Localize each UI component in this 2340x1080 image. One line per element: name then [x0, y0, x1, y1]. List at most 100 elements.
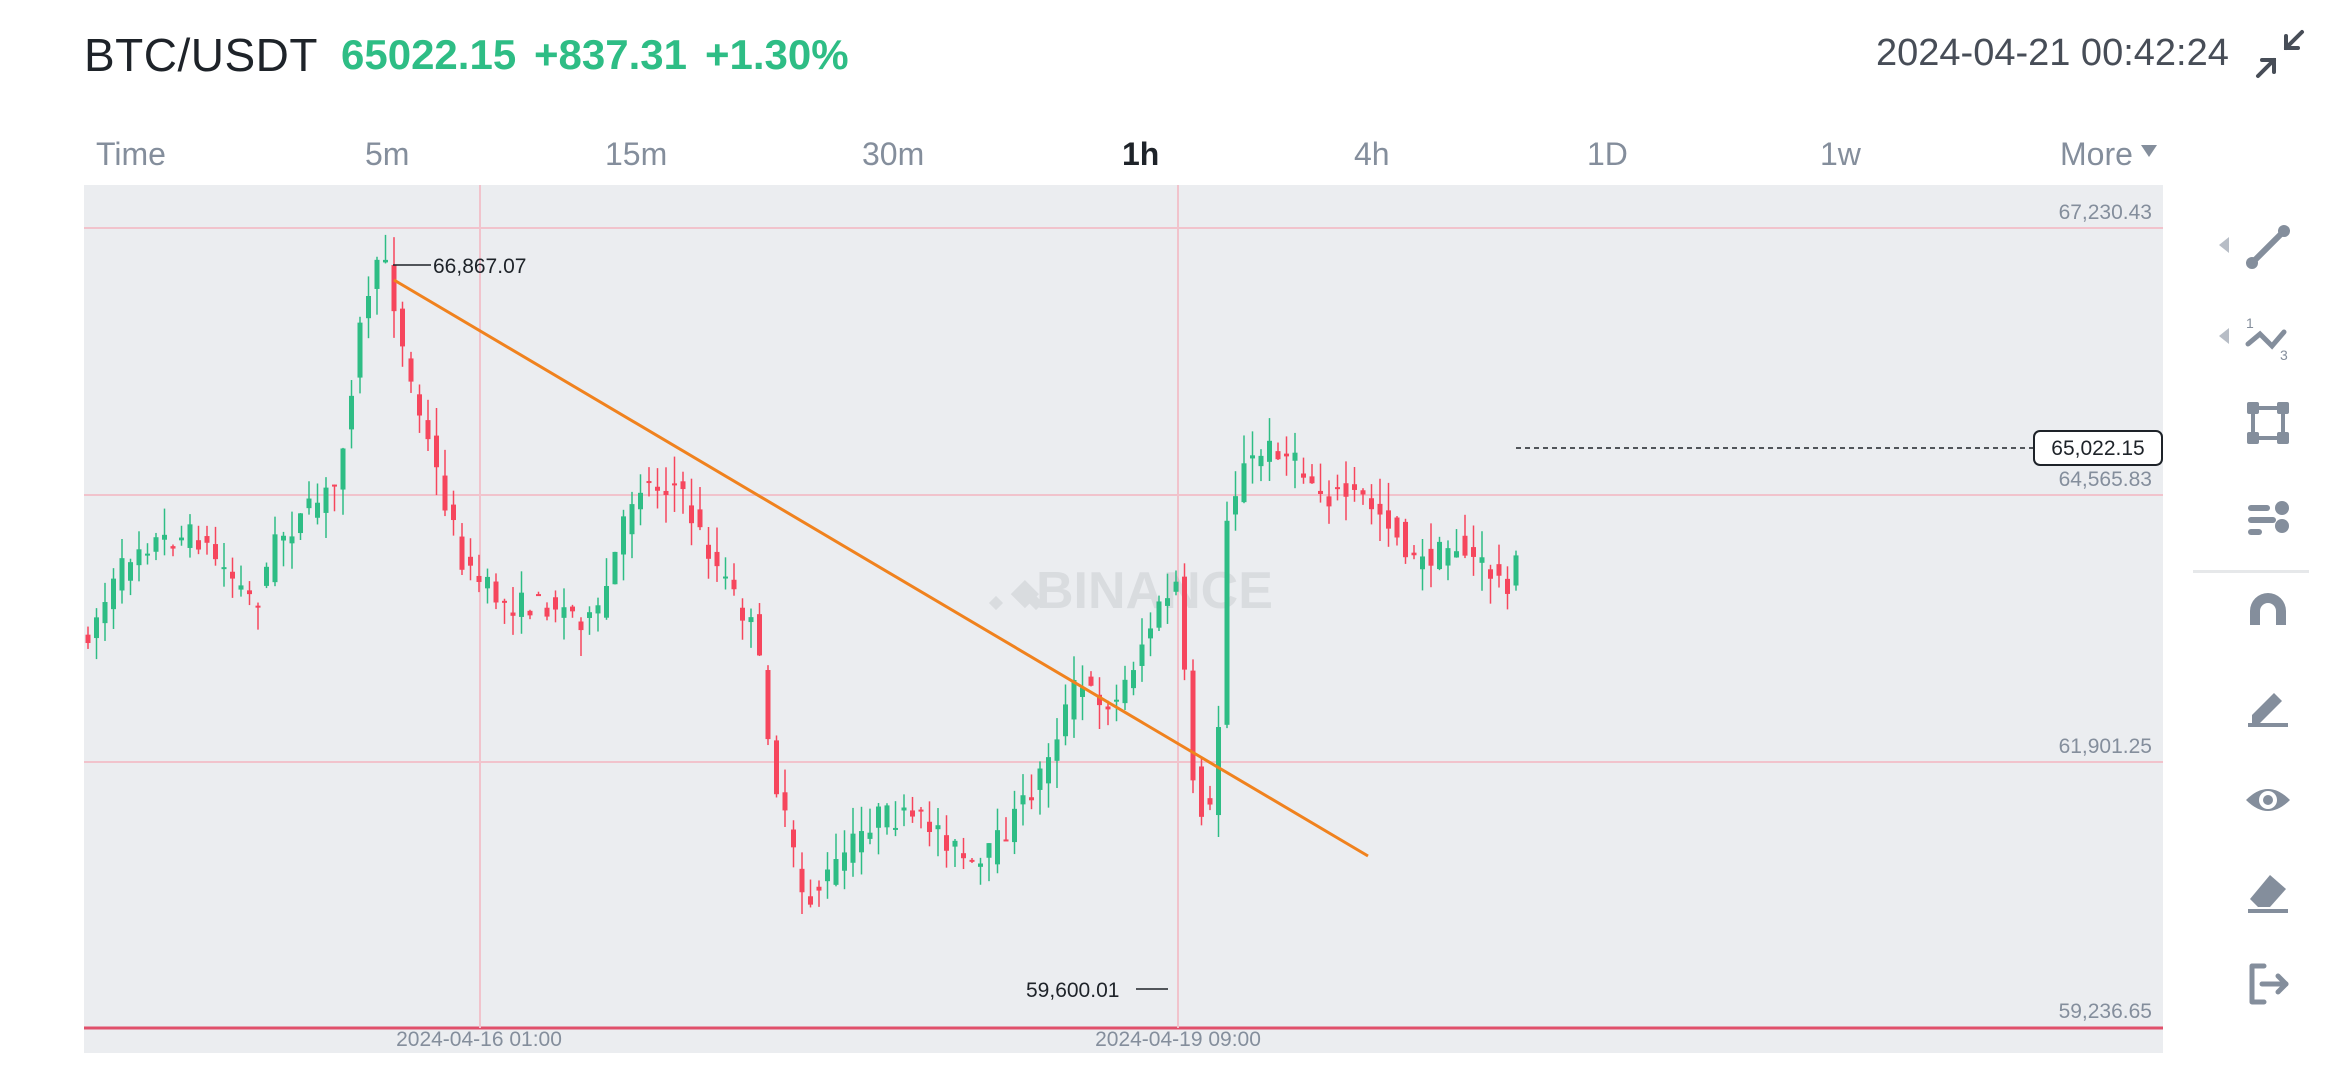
candle-body — [740, 607, 745, 621]
candle-body — [587, 612, 592, 618]
candle-body — [1063, 704, 1068, 737]
candle-body — [502, 600, 507, 603]
candle-body — [1462, 535, 1468, 556]
candle-body — [774, 740, 779, 795]
candle-body — [859, 831, 864, 853]
candle-body — [1513, 555, 1519, 586]
svg-text:1: 1 — [2246, 315, 2254, 331]
candle-body — [1131, 670, 1136, 689]
candle-body — [238, 585, 244, 590]
candle-body — [408, 358, 414, 382]
low-marker: 59,600.01 — [1026, 979, 1168, 1002]
candle-body — [255, 605, 261, 608]
candle-body — [536, 594, 541, 597]
candle-body — [544, 607, 550, 617]
tab-5m[interactable]: 5m — [365, 136, 410, 172]
candle-body — [1233, 496, 1238, 515]
candle-body — [723, 576, 728, 579]
candle-body — [1284, 453, 1289, 457]
candle-body — [1343, 483, 1349, 497]
candle-body — [595, 605, 601, 614]
candle-body — [995, 830, 1000, 865]
candle-body — [629, 504, 635, 535]
candle-body — [561, 607, 567, 618]
eraser-icon[interactable] — [2233, 861, 2303, 921]
candle-body — [1258, 455, 1264, 467]
candle-body — [493, 581, 499, 603]
candle-body — [1190, 670, 1196, 781]
candle-body — [978, 863, 983, 867]
candle-body — [468, 556, 473, 566]
x-tick-label: 2024-04-16 01:00 — [396, 1028, 562, 1051]
datetime: 2024-04-21 00:42:24 — [1876, 32, 2229, 74]
candle-body — [1369, 498, 1374, 510]
candle-body — [196, 540, 201, 550]
candle-body — [604, 585, 609, 618]
candle-body — [782, 792, 788, 811]
tab-more[interactable]: More — [2060, 136, 2157, 173]
candle-body — [230, 571, 235, 579]
trendline[interactable] — [393, 278, 1369, 858]
candle-body — [1114, 699, 1119, 702]
candle-body — [553, 597, 558, 610]
candle-body — [893, 827, 898, 830]
candle-body — [1173, 581, 1179, 592]
candle-body — [672, 483, 677, 486]
candle-body — [94, 617, 99, 639]
tab-1h[interactable]: 1h — [1122, 136, 1160, 172]
tab-4h[interactable]: 4h — [1354, 136, 1390, 172]
candle-body — [944, 835, 949, 851]
y-tick-label: 61,901.25 — [2059, 735, 2152, 758]
candle-body — [1445, 548, 1451, 566]
candle-body — [578, 621, 584, 631]
caret-down-icon — [2140, 144, 2157, 157]
exit-icon[interactable] — [2233, 954, 2303, 1014]
pencil-icon[interactable] — [2233, 675, 2303, 735]
candle-body — [961, 853, 966, 859]
candle-body — [374, 259, 380, 289]
tab-1d[interactable]: 1D — [1587, 136, 1628, 172]
candle-body — [1054, 739, 1060, 761]
tab-30m[interactable]: 30m — [862, 136, 925, 172]
candle-body — [612, 551, 618, 585]
svg-text:3: 3 — [2280, 347, 2288, 362]
candle-body — [1471, 547, 1476, 557]
chart-canvas[interactable]: BINANCE 66,867.07 59,600.01 65,022.15 67… — [84, 185, 2163, 1053]
eye-icon[interactable] — [2233, 770, 2303, 830]
candle-body — [221, 567, 227, 570]
candle-body — [315, 502, 320, 518]
candle-body — [170, 546, 176, 549]
candle-body — [799, 868, 805, 893]
last-price-tag: 65,022.15 — [2033, 430, 2163, 466]
candle-body — [340, 448, 346, 490]
binance-watermark: BINANCE — [988, 562, 1273, 620]
candle-body — [876, 806, 881, 828]
candle-body — [714, 551, 720, 567]
candle-body — [400, 308, 405, 347]
candle-body — [391, 264, 397, 312]
candle-body — [697, 509, 703, 528]
candle-body — [153, 537, 159, 552]
candle-body — [1156, 601, 1162, 628]
candle-body — [451, 504, 456, 521]
tab-time[interactable]: Time — [96, 136, 166, 172]
expand-caret-icon — [2219, 328, 2229, 344]
rectangle-icon[interactable] — [2233, 393, 2303, 453]
text-tools-icon[interactable] — [2233, 487, 2303, 547]
candle-body — [867, 832, 873, 839]
price-chart[interactable]: BINANCE 66,867.07 59,600.01 65,022.15 67… — [84, 185, 2163, 1053]
candle-body — [927, 821, 932, 833]
magnet-icon[interactable] — [2233, 583, 2303, 643]
y-tick-label: 59,236.65 — [2059, 1000, 2152, 1023]
candle-body — [1352, 484, 1357, 490]
candle-body — [1088, 676, 1094, 686]
candle-body — [986, 843, 992, 858]
trend-line-icon[interactable] — [2219, 217, 2303, 277]
pair-symbol[interactable]: BTC/USDT — [84, 29, 318, 81]
tab-15m[interactable]: 15m — [605, 136, 668, 172]
tab-1w[interactable]: 1w — [1820, 136, 1861, 172]
candle-body — [1029, 797, 1034, 801]
candle-body — [357, 322, 363, 378]
collapse-icon[interactable] — [2254, 28, 2306, 80]
